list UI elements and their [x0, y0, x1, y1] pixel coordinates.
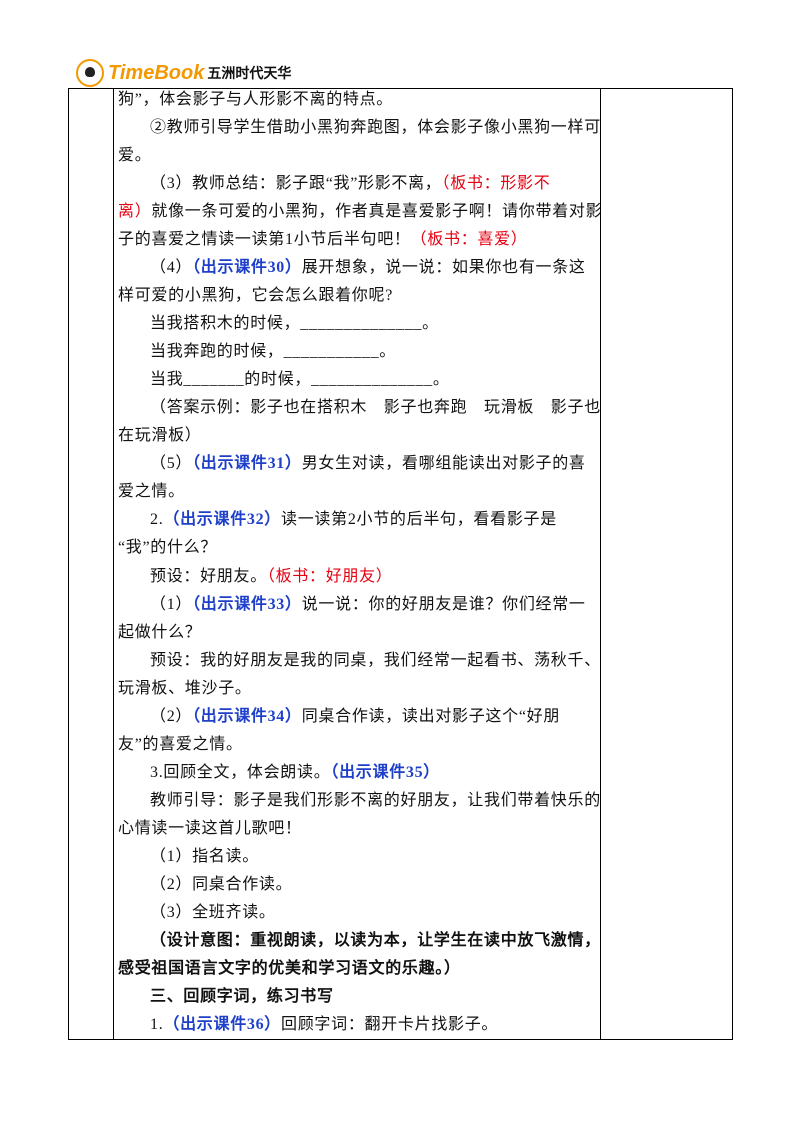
text-line: 三、回顾字词，练习书写	[122, 987, 334, 1007]
table	[68, 88, 733, 1040]
text: 男女生对读，看哪组能读出对影子的喜	[301, 455, 586, 473]
bold-text: 三、回顾字词，练习书写	[150, 987, 334, 1005]
text: （3）全班齐读。	[150, 903, 276, 921]
text-line: （1）（出示课件33）说一说：你的好朋友是谁？你们经常一	[122, 595, 586, 615]
text-line: 教师引导：影子是我们形影不离的好朋友，让我们带着快乐的	[122, 791, 601, 811]
text-line: （3）教师总结：影子跟“我”形影不离，（板书：形影不	[122, 174, 550, 194]
text-line: ②教师引导学生借助小黑狗奔跑图，体会影子像小黑狗一样可	[122, 118, 601, 138]
bold-text: （设计意图：	[150, 931, 251, 949]
column-border	[600, 89, 601, 1039]
text-line: 子的喜爱之情读一读第1小节后半句吧！（板书：喜爱）	[118, 230, 528, 250]
publisher: 五洲时代天华	[207, 65, 292, 81]
text: 狗”，体会影子与人形影不离的特点。	[118, 91, 394, 108]
text: 玩滑板、堆沙子。	[118, 679, 252, 697]
text-line: 起做什么？	[118, 623, 202, 643]
text-line: （1）指名读。	[122, 847, 259, 867]
text: 爱。	[118, 147, 152, 165]
text: 就像一条可爱的小黑狗，作者真是喜爱影子啊！请你带着对影	[151, 203, 603, 221]
text: 3.回顾全文，体会朗读。	[150, 763, 331, 781]
text-line: 心情读一读这首儿歌吧！	[118, 819, 302, 839]
slide-ref: （出示课件32）	[163, 511, 282, 529]
text-line: 感受祖国语言文字的优美和学习语文的乐趣。）	[118, 959, 461, 979]
text-line: 爱。	[118, 146, 151, 166]
text: 预设：好朋友。	[150, 567, 267, 585]
text-line: 当我_______的时候，______________。	[122, 370, 450, 390]
bold-text: 感受祖国语言文字的优美和学习语文的乐趣。）	[118, 959, 461, 977]
slide-ref: （出示课件31）	[192, 455, 302, 473]
board-note: （板书：形影不	[441, 175, 551, 193]
text-line: 预设：我的好朋友是我的同桌，我们经常一起看书、荡秋千、	[122, 651, 601, 671]
text: 2.	[150, 511, 164, 529]
text-line: 友”的喜爱之情。	[118, 735, 243, 755]
text-line: 2.（出示课件32）读一读第2小节的后半句，看看影子是	[122, 510, 557, 530]
text-line: 狗”，体会影子与人形影不离的特点。	[118, 90, 393, 110]
text: 起做什么？	[118, 623, 202, 641]
board-note: （板书：喜爱）	[410, 231, 528, 249]
text-line: 玩滑板、堆沙子。	[118, 679, 252, 699]
board-note: （板书：好朋友）	[266, 567, 393, 585]
text: 友”的喜爱之情。	[118, 735, 243, 753]
text-line: （设计意图：重视朗读，以读为本，让学生在读中放飞激情，	[122, 931, 601, 951]
text-line: 3.回顾全文，体会朗读。（出示课件35）	[122, 763, 440, 783]
text: 读一读第2小节的后半句，看看影子是	[281, 511, 557, 529]
text: 预设：我的好朋友是我的同桌，我们经常一起看书、荡秋千、	[150, 651, 601, 669]
slide-ref: （出示课件35）	[330, 763, 441, 781]
text: （1）指名读。	[150, 847, 259, 865]
slide-ref: （出示课件33）	[192, 595, 302, 613]
text: （2）同桌合作读。	[150, 875, 293, 893]
text: 在玩滑板）	[118, 427, 202, 445]
text-line: “我”的什么？	[118, 538, 217, 558]
text: 说一说：你的好朋友是谁？你们经常一	[301, 595, 586, 613]
text: 回顾字词：翻开卡片找影子。	[281, 1015, 499, 1033]
text: ②教师引导学生借助小黑狗奔跑图，体会影子像小黑狗一样可	[150, 119, 601, 137]
text: 当我搭积木的时候，______________。	[150, 315, 439, 333]
text: 样可爱的小黑狗，它会怎么跟着你呢?	[118, 287, 394, 305]
text-line: （2）（出示课件34）同桌合作读，读出对影子这个“好朋	[122, 707, 560, 727]
logo-icon	[76, 59, 104, 87]
text-line: （3）全班齐读。	[122, 903, 276, 923]
text: （1）	[150, 595, 193, 613]
text-line: （4）（出示课件30）展开想象，说一说：如果你也有一条这	[122, 258, 586, 278]
text: 爱之情。	[118, 483, 185, 501]
text: 1.	[150, 1015, 164, 1033]
text: （答案示例：影子也在搭积木 影子也奔跑 玩滑板 影子也	[150, 399, 601, 417]
column-border	[113, 89, 114, 1039]
text-line: 当我奔跑的时候，___________。	[122, 342, 396, 362]
text: 展开想象，说一说：如果你也有一条这	[301, 259, 586, 277]
slide-ref: （出示课件34）	[192, 707, 302, 725]
text: “我”的什么？	[118, 539, 218, 557]
text: 教师引导：影子是我们形影不离的好朋友，让我们带着快乐的	[150, 791, 601, 809]
text: 同桌合作读，读出对影子这个“好朋	[301, 707, 561, 725]
text: （4）	[150, 259, 193, 277]
text-line: （答案示例：影子也在搭积木 影子也奔跑 玩滑板 影子也	[122, 398, 601, 418]
text-line: 1.（出示课件36）回顾字词：翻开卡片找影子。	[122, 1015, 498, 1035]
text-line: 预设：好朋友。（板书：好朋友）	[122, 567, 393, 587]
text: 当我奔跑的时候，___________。	[150, 343, 397, 361]
text-line: 爱之情。	[118, 482, 185, 502]
text: （5）	[150, 455, 193, 473]
text-line: 样可爱的小黑狗，它会怎么跟着你呢?	[118, 286, 393, 306]
logo: TimeBook 五洲时代天华	[76, 58, 291, 88]
text: 心情读一读这首儿歌吧！	[118, 819, 302, 837]
text: （2）	[150, 707, 193, 725]
slide-ref: （出示课件30）	[192, 259, 302, 277]
text-line: 在玩滑板）	[118, 426, 202, 446]
text: 子的喜爱之情读一读第1小节后半句吧！	[118, 231, 411, 249]
text: 当我_______的时候，______________。	[150, 371, 450, 389]
text-line: 当我搭积木的时候，______________。	[122, 314, 439, 334]
text-line: 离）就像一条可爱的小黑狗，作者真是喜爱影子啊！请你带着对影	[118, 202, 602, 222]
text-line: （5）（出示课件31）男女生对读，看哪组能读出对影子的喜	[122, 454, 586, 474]
brand: TimeBook	[108, 61, 205, 84]
slide-ref: （出示课件36）	[163, 1015, 282, 1033]
text: （3）教师总结：影子跟“我”形影不离，	[150, 175, 442, 193]
bold-text: 重视朗读，以读为本，让学生在读中放飞激情，	[250, 931, 601, 949]
board-note: 离）	[118, 203, 152, 221]
text-line: （2）同桌合作读。	[122, 875, 292, 895]
